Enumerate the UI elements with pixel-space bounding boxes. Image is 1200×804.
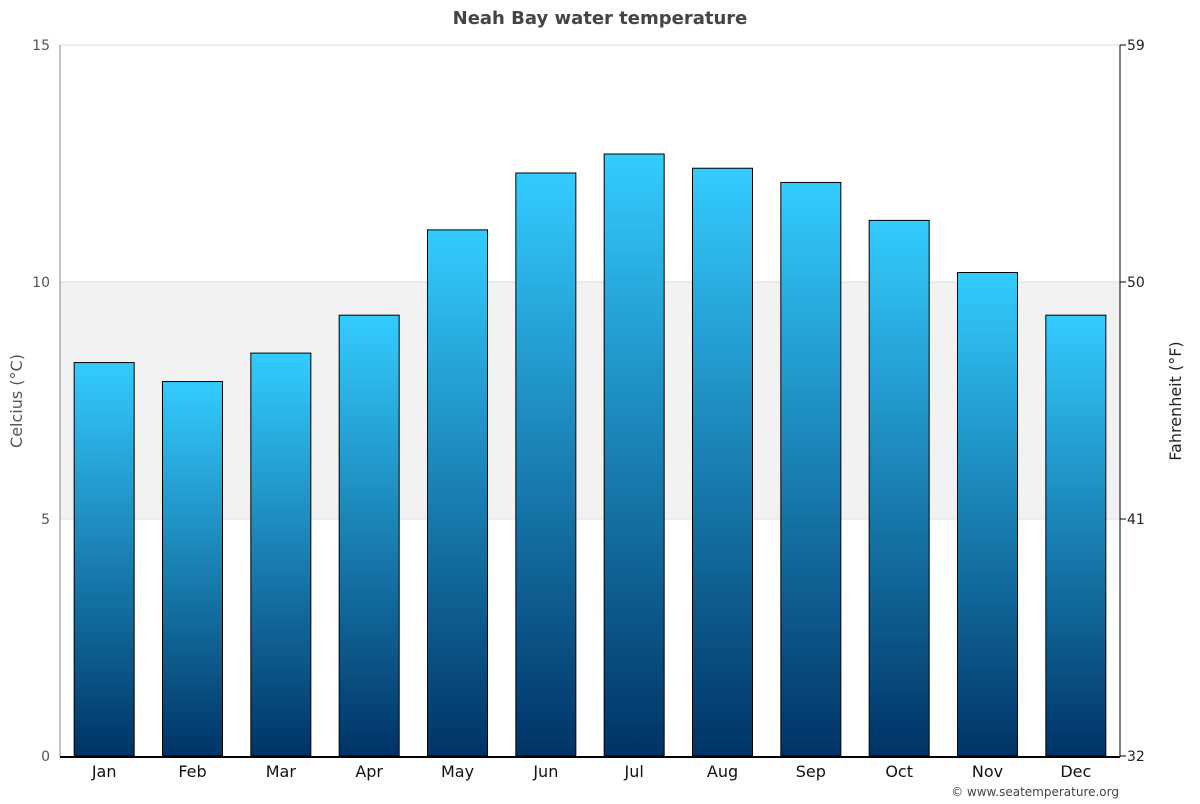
bar-jul (603, 153, 665, 757)
bar-oct (868, 219, 930, 757)
y-tick-label-right: 32 (1127, 749, 1145, 765)
highlight-band (60, 282, 1120, 519)
x-tick-label: Mar (266, 762, 297, 781)
x-tick-label: Jun (532, 762, 558, 781)
bar-sep (780, 181, 842, 757)
y-axis-label-right: Fahrenheit (°F) (1166, 341, 1185, 460)
y-tick-label: 10 (32, 275, 50, 291)
chart-title: Neah Bay water temperature (453, 8, 748, 29)
x-tick-label: Jan (91, 762, 117, 781)
bar-jan (73, 362, 135, 757)
x-tick-label: Aug (707, 762, 738, 781)
x-tick-label: May (441, 762, 474, 781)
x-tick-label: Nov (972, 762, 1003, 781)
bar-mar (250, 352, 312, 757)
x-tick-label: Feb (178, 762, 206, 781)
bar-apr (338, 314, 400, 757)
credit-text[interactable]: © www.seatemperature.org (951, 785, 1119, 799)
y-tick-label-right: 41 (1127, 512, 1145, 528)
x-tick-label: Oct (885, 762, 913, 781)
x-tick-label: Dec (1060, 762, 1091, 781)
bar-jun (515, 172, 577, 757)
bar-dec (1045, 314, 1107, 757)
y-axis-label: Celcius (°C) (7, 354, 26, 448)
x-tick-label: Apr (355, 762, 383, 781)
bar-aug (692, 167, 753, 757)
bar-nov (957, 272, 1018, 757)
bar-feb (162, 381, 223, 757)
y-tick-label-right: 50 (1127, 275, 1145, 291)
y-tick-label: 15 (32, 38, 50, 54)
x-tick-label: Jul (624, 762, 644, 781)
bar-may (427, 229, 488, 757)
y-tick-label-right: 59 (1127, 38, 1145, 54)
y-tick-label: 0 (41, 749, 50, 765)
x-tick-label: Sep (796, 762, 826, 781)
y-tick-label: 5 (41, 512, 50, 528)
